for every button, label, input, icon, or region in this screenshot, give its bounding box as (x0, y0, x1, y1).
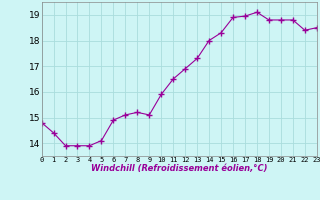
X-axis label: Windchill (Refroidissement éolien,°C): Windchill (Refroidissement éolien,°C) (91, 164, 268, 173)
